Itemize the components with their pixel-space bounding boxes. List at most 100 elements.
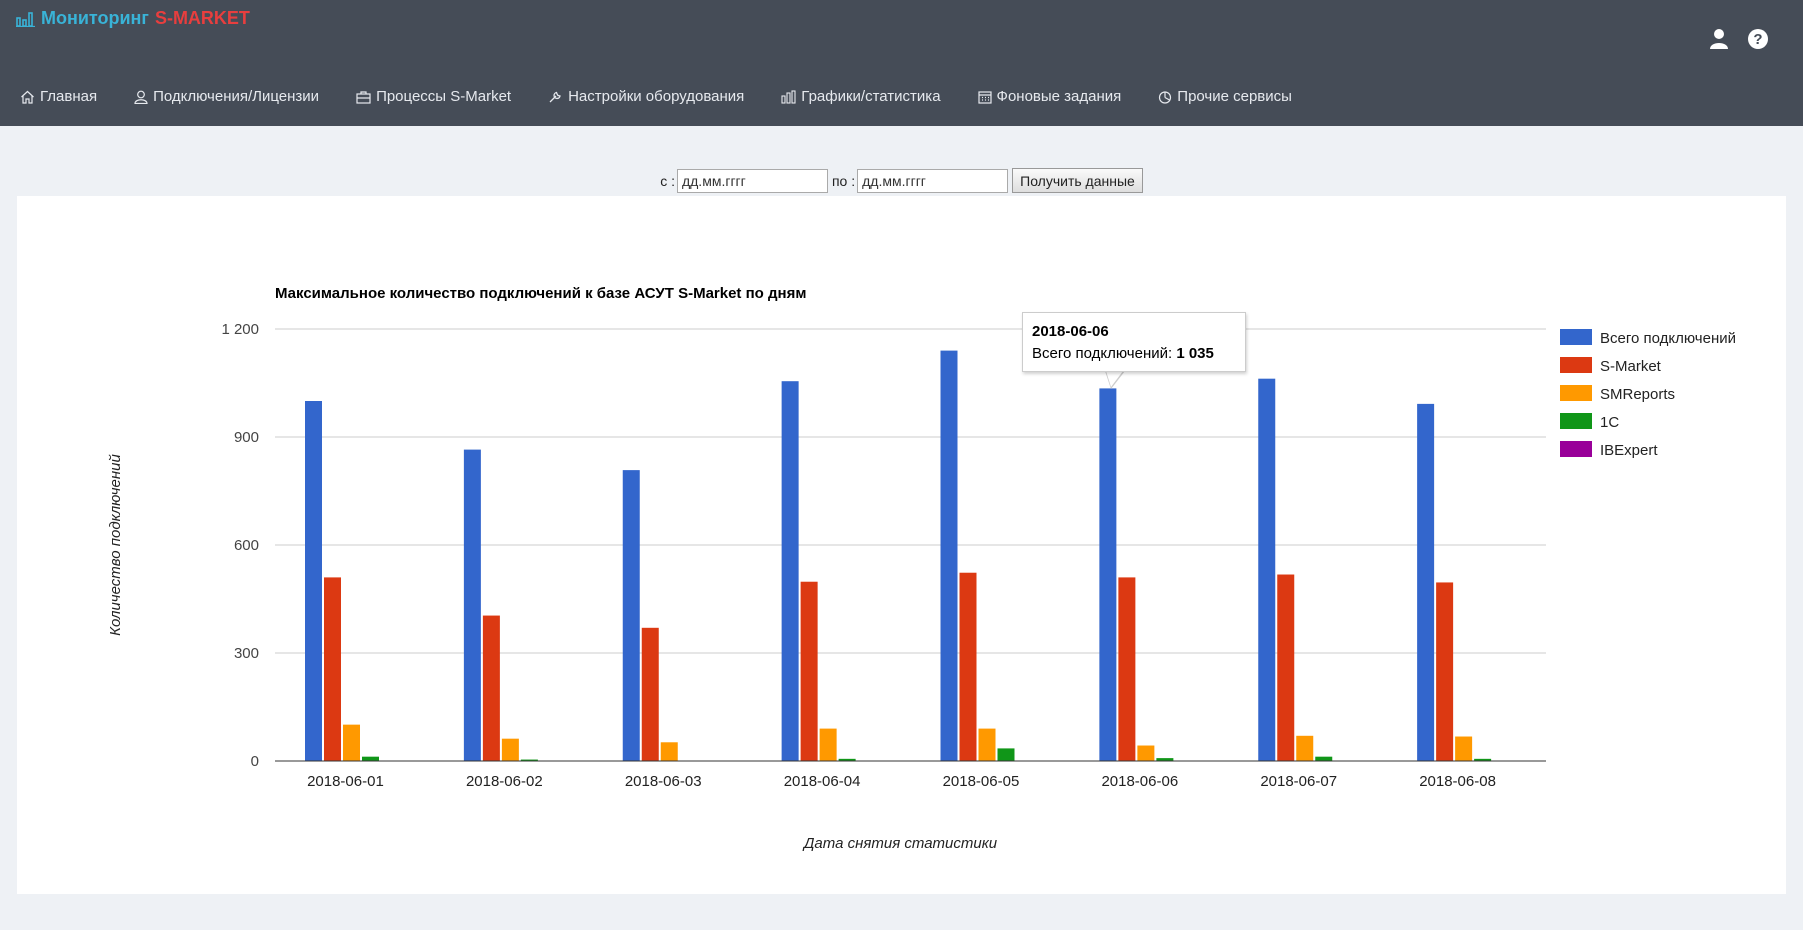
svg-text:?: ? — [1753, 31, 1762, 48]
to-date-input[interactable] — [857, 168, 1009, 193]
bar-всего-подключений — [463, 449, 481, 761]
tooltip-value: 1 035 — [1176, 345, 1214, 362]
bar-1с — [1156, 758, 1174, 761]
y-axis-label: Количество подключений — [107, 454, 124, 636]
chart-panel: Максимальное количество подключений к ба… — [17, 196, 1786, 894]
bar-всего-подключений — [622, 470, 640, 761]
nav-item-3[interactable]: Настройки оборудования — [548, 88, 744, 105]
user-icon — [134, 90, 153, 104]
bar-всего-подключений — [1417, 403, 1435, 761]
bar-s-market — [959, 572, 977, 761]
legend-label: S-Market — [1600, 358, 1662, 375]
bar-chart-icon — [16, 11, 35, 27]
bar-всего-подключений — [1099, 388, 1117, 761]
bar-всего-подключений — [940, 350, 958, 761]
bar-smreports — [978, 728, 996, 761]
y-tick-label: 0 — [251, 753, 259, 770]
nav-item-2[interactable]: Процессы S-Market — [356, 88, 511, 105]
briefcase-icon — [356, 90, 376, 104]
to-label: по : — [831, 172, 856, 189]
y-tick-label: 300 — [234, 645, 259, 662]
x-axis-label: Дата снятия статистики — [802, 835, 998, 852]
bar-1с — [1315, 756, 1333, 761]
y-tick-label: 600 — [234, 537, 259, 554]
legend-swatch — [1560, 357, 1592, 373]
bar-smreports — [501, 738, 519, 761]
bar-smreports — [1296, 735, 1314, 761]
bar-s-market — [482, 615, 500, 761]
user-icon[interactable] — [1709, 28, 1729, 50]
chart-tooltip: 2018-06-06 Всего подключений: 1 035 — [1022, 312, 1246, 372]
bar-s-market — [1277, 574, 1295, 761]
bar-chart-icon — [781, 89, 801, 104]
legend-label: 1С — [1600, 414, 1619, 431]
nav-item-label: Процессы S-Market — [376, 88, 512, 105]
wrench-icon — [548, 90, 568, 104]
main-nav: Главная Подключения/Лицензии Процессы S-Ma… — [20, 88, 1329, 105]
connections-bar-chart: Максимальное количество подключений к ба… — [107, 285, 1736, 852]
x-tick-label: 2018-06-01 — [307, 773, 384, 790]
x-tick-label: 2018-06-04 — [784, 773, 861, 790]
nav-item-label: Подключения/Лицензии — [153, 88, 320, 105]
legend-swatch — [1560, 329, 1592, 345]
bar-s-market — [1436, 582, 1454, 761]
nav-item-label: Фоновые задания — [996, 88, 1122, 105]
y-tick-label: 900 — [234, 429, 259, 446]
top-bar: Мониторинг S-MARKET ? Главная Подключения… — [0, 0, 1803, 126]
nav-item-4[interactable]: Графики/статистика — [781, 88, 941, 105]
chart-title: Максимальное количество подключений к ба… — [275, 285, 806, 302]
pie-chart-icon — [1158, 90, 1177, 104]
x-tick-label: 2018-06-08 — [1419, 773, 1496, 790]
brand-product: S-MARKET — [154, 8, 250, 28]
nav-item-5[interactable]: Фоновые задания — [977, 88, 1122, 105]
y-tick-label: 1 200 — [221, 321, 259, 338]
x-tick-label: 2018-06-02 — [466, 773, 543, 790]
nav-item-1[interactable]: Подключения/Лицензии — [134, 88, 319, 105]
bar-s-market — [800, 581, 818, 761]
bar-1с — [1474, 758, 1492, 761]
bar-1с — [997, 748, 1015, 761]
x-tick-label: 2018-06-07 — [1260, 773, 1337, 790]
tooltip-pointer-fill — [1106, 371, 1123, 387]
header-actions: ? — [1709, 28, 1769, 50]
tooltip-date: 2018-06-06 — [1032, 323, 1109, 340]
legend-swatch — [1560, 385, 1592, 401]
nav-item-6[interactable]: Прочие сервисы — [1158, 88, 1292, 105]
nav-item-label: Графики/статистика — [801, 88, 941, 105]
legend-label: IBExpert — [1600, 442, 1658, 459]
legend-swatch — [1560, 441, 1592, 457]
x-tick-label: 2018-06-03 — [625, 773, 702, 790]
date-range-form: с : по : Получить данные — [0, 168, 1803, 193]
bar-s-market — [641, 627, 659, 761]
bar-всего-подключений — [781, 381, 799, 761]
bar-1с — [520, 759, 538, 761]
from-date-input[interactable] — [676, 168, 828, 193]
get-data-button[interactable]: Получить данные — [1012, 168, 1143, 193]
tooltip-label: Всего подключений: — [1032, 345, 1173, 362]
brand-logo[interactable]: Мониторинг S-MARKET — [16, 8, 250, 29]
calendar-icon — [977, 90, 997, 104]
bar-smreports — [343, 724, 360, 761]
bar-1с — [838, 758, 856, 761]
from-label: с : — [660, 172, 675, 189]
x-tick-label: 2018-06-05 — [943, 773, 1020, 790]
bar-всего-подключений — [1258, 378, 1276, 761]
bar-smreports — [819, 728, 837, 761]
home-icon — [20, 90, 40, 104]
legend-swatch — [1560, 413, 1592, 429]
bar-smreports — [1137, 745, 1155, 761]
bar-smreports — [1455, 736, 1473, 761]
bar-s-market — [1118, 577, 1136, 761]
bar-smreports — [660, 742, 678, 761]
nav-item-label: Прочие сервисы — [1177, 88, 1292, 105]
bar-1с — [362, 756, 379, 761]
brand-title: Мониторинг — [41, 8, 149, 28]
bar-всего-подключений — [305, 401, 322, 761]
nav-item-0[interactable]: Главная — [20, 88, 97, 105]
nav-item-label: Главная — [40, 88, 98, 105]
legend-label: SMReports — [1600, 386, 1675, 403]
nav-item-label: Настройки оборудования — [568, 88, 745, 105]
help-icon[interactable]: ? — [1747, 28, 1769, 50]
legend-label: Всего подключений — [1600, 330, 1736, 347]
bar-s-market — [324, 577, 341, 761]
